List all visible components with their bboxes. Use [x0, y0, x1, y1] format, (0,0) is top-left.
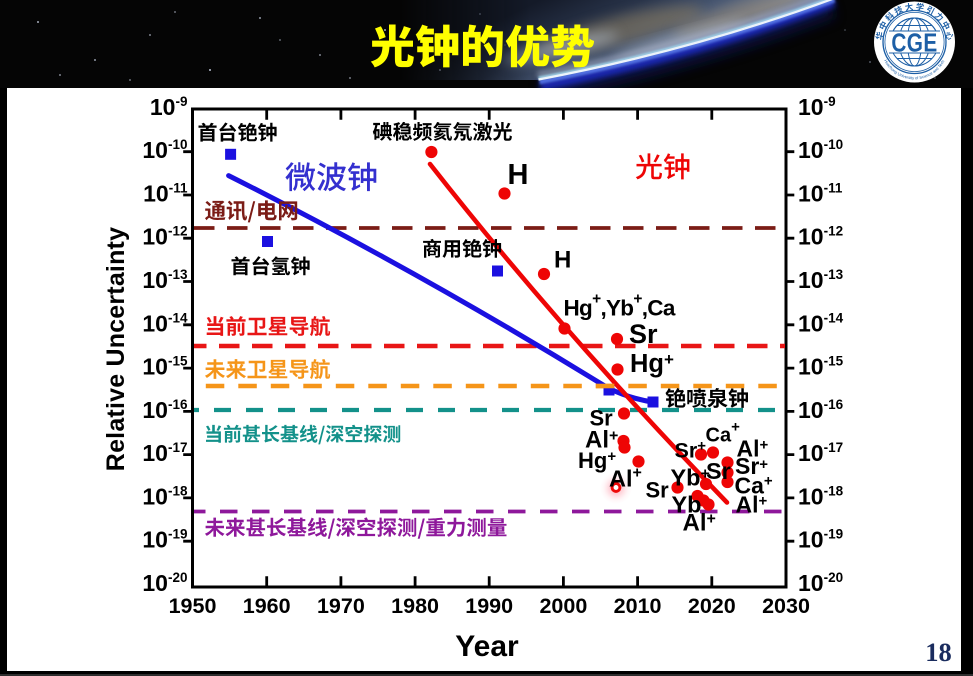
svg-text:10-13: 10-13 [798, 267, 844, 293]
svg-text:Ca+: Ca+ [706, 418, 741, 446]
svg-text:10-19: 10-19 [798, 527, 843, 553]
svg-text:1970: 1970 [317, 594, 365, 618]
svg-text:10-19: 10-19 [142, 527, 187, 553]
svg-text:10-11: 10-11 [798, 181, 843, 207]
svg-text:Year: Year [455, 630, 519, 663]
svg-text:10-16: 10-16 [798, 397, 844, 423]
svg-text:10-15: 10-15 [798, 354, 844, 380]
svg-text:10-20: 10-20 [798, 570, 843, 596]
svg-text:Al+: Al+ [609, 465, 642, 492]
svg-text:10-15: 10-15 [142, 354, 188, 380]
svg-text:10-17: 10-17 [798, 440, 843, 466]
svg-text:1990: 1990 [465, 594, 513, 618]
svg-text:1950: 1950 [169, 594, 217, 618]
svg-text:18: 18 [925, 637, 952, 667]
svg-text:1980: 1980 [391, 594, 439, 618]
svg-text:1960: 1960 [243, 594, 291, 618]
svg-text:Sr: Sr [590, 406, 614, 431]
svg-text:10-9: 10-9 [798, 94, 836, 120]
svg-text:10-17: 10-17 [142, 440, 187, 466]
svg-text:10-12: 10-12 [798, 224, 843, 250]
svg-text:10-10: 10-10 [798, 137, 843, 163]
svg-text:Hg+,Yb+,Ca: Hg+,Yb+,Ca [564, 291, 676, 321]
svg-text:Sr: Sr [629, 319, 658, 349]
svg-text:H: H [554, 247, 571, 274]
svg-text:2030: 2030 [762, 594, 810, 618]
svg-text:10-20: 10-20 [142, 570, 187, 596]
svg-text:Sr: Sr [646, 478, 670, 503]
svg-text:10-10: 10-10 [142, 137, 187, 163]
svg-text:10-12: 10-12 [142, 224, 187, 250]
svg-text:Al+: Al+ [683, 510, 716, 537]
svg-text:H: H [508, 159, 529, 191]
svg-text:10-18: 10-18 [142, 483, 188, 509]
svg-text:10-14: 10-14 [798, 310, 844, 336]
svg-text:2010: 2010 [614, 594, 662, 618]
svg-text:Sr: Sr [706, 458, 731, 484]
svg-text:10-9: 10-9 [150, 94, 188, 120]
svg-text:2000: 2000 [539, 594, 587, 618]
svg-text:Relative Uncertainty: Relative Uncertainty [102, 227, 130, 471]
svg-text:10-16: 10-16 [142, 397, 188, 423]
svg-text:10-18: 10-18 [798, 483, 844, 509]
svg-text:Al+: Al+ [736, 492, 768, 518]
svg-text:10-14: 10-14 [142, 310, 188, 336]
svg-text:Hg+: Hg+ [630, 350, 674, 378]
svg-text:2020: 2020 [688, 594, 736, 618]
svg-text:10-13: 10-13 [142, 267, 188, 293]
svg-text:Yb: Yb [672, 492, 702, 518]
svg-text:CGE: CGE [891, 28, 937, 57]
svg-text:10-11: 10-11 [143, 181, 188, 207]
